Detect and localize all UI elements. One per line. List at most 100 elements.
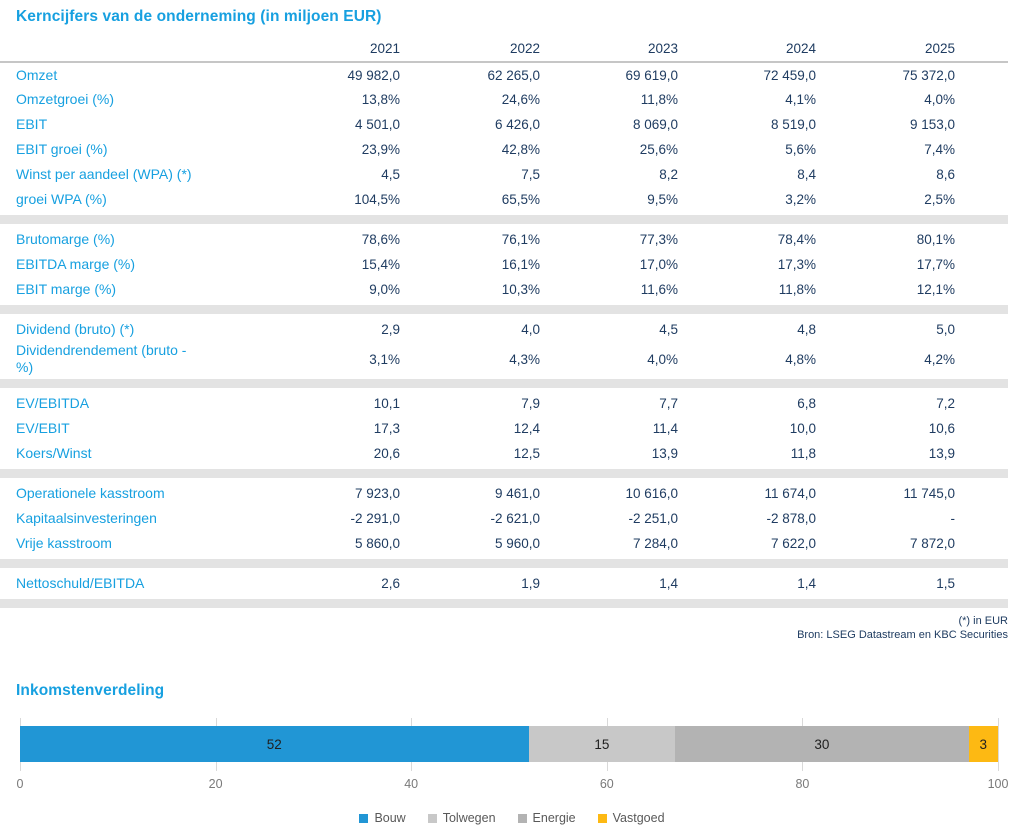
row-value: 20,6 <box>373 446 400 461</box>
row-label: groei WPA (%) <box>16 191 107 207</box>
row-label: Koers/Winst <box>16 445 92 461</box>
row-value: 7,4% <box>924 142 955 157</box>
row-value: 75 372,0 <box>902 67 955 83</box>
row-value: 11,8% <box>778 282 816 297</box>
row-spacer <box>955 317 1008 342</box>
row-value: 17,0% <box>639 257 678 272</box>
footnotes: (*) in EUR Bron: LSEG Datastream en KBC … <box>0 614 1008 642</box>
row-value: 7,2 <box>936 396 955 411</box>
row-label: EBIT <box>16 116 48 132</box>
bar-segment-value: 30 <box>814 736 830 752</box>
section-separator-cell <box>0 466 1008 481</box>
row-value: 10,6 <box>928 421 955 436</box>
row-value: 1,5 <box>936 576 955 591</box>
row-value: 15,4% <box>361 257 400 272</box>
row-value: 11 674,0 <box>764 486 816 501</box>
year-header: 2025 <box>816 38 955 63</box>
row-value: 3,1% <box>369 351 400 367</box>
row-value: 13,9 <box>651 446 678 461</box>
table-row: Winst per aandeel (WPA) (*) 4,5 7,5 8,2 8,4 8… <box>0 162 1008 187</box>
row-value: 4,2% <box>924 351 955 367</box>
separator-band <box>0 599 1008 608</box>
row-label: Operationele kasstroom <box>16 485 165 501</box>
row-value: 11,4 <box>652 421 678 436</box>
table-body: Omzet 49 982,0 62 265,0 69 619,0 72 459,0 75 … <box>0 62 1008 611</box>
year-header: 2021 <box>261 38 400 63</box>
row-spacer <box>955 416 1008 441</box>
row-value: 10,0 <box>789 421 816 436</box>
row-spacer <box>955 137 1008 162</box>
year-header-row: 2021 2022 2023 2024 2025 <box>0 38 1008 63</box>
row-value: 65,5% <box>501 192 540 207</box>
row-label: Dividendrendement (bruto - %) <box>16 342 187 375</box>
row-value: -2 251,0 <box>628 511 678 526</box>
row-value: 78,4% <box>777 232 816 247</box>
x-tick-label: 80 <box>795 777 810 791</box>
table-row: Dividend (bruto) (*) 2,9 4,0 4,5 4,8 5,0 <box>0 317 1008 342</box>
table-row: EV/EBIT 17,3 12,4 11,4 10,0 10,6 <box>0 416 1008 441</box>
row-spacer <box>955 162 1008 187</box>
footnote-source: Bron: LSEG Datastream en KBC Securities <box>797 629 1008 641</box>
table-row: EBIT 4 501,0 6 426,0 8 069,0 8 519,0 9 153,0 <box>0 112 1008 137</box>
row-value: -2 621,0 <box>490 511 540 526</box>
row-value: 5 960,0 <box>494 536 540 551</box>
income-distribution-chart: 52 15 30 3 0 20 40 60 80 100 Bouw Tolwegen Energie… <box>0 718 1024 825</box>
row-value: 7 622,0 <box>770 536 816 551</box>
row-value: 49 982,0 <box>347 67 400 83</box>
row-value: 4,0% <box>924 92 955 107</box>
row-label: Kapitaalsinvesteringen <box>16 510 157 526</box>
row-value: 6 426,0 <box>494 117 540 132</box>
row-value: 2,9 <box>381 322 400 337</box>
row-value: 1,4 <box>797 576 816 591</box>
row-value: 24,6% <box>501 92 540 107</box>
row-value: 4,5 <box>381 167 400 182</box>
row-value: 8 519,0 <box>770 117 816 132</box>
year-header: 2024 <box>678 38 816 63</box>
section-separator <box>0 466 1008 481</box>
row-value: 4 501,0 <box>354 117 400 132</box>
separator-band <box>0 559 1008 568</box>
row-spacer <box>955 187 1008 212</box>
separator-band <box>0 469 1008 478</box>
row-label: Vrije kasstroom <box>16 535 112 551</box>
row-value: 5,0 <box>936 322 955 337</box>
row-value: 80,1% <box>916 232 955 247</box>
row-value: 4,5 <box>659 322 678 337</box>
legend-item-vastgoed: Vastgoed <box>597 811 665 825</box>
bar-segment-value: 3 <box>979 736 988 752</box>
header-spacer <box>955 38 1008 63</box>
row-value: 4,0 <box>521 322 540 337</box>
bar-segment-tolwegen: 15 <box>528 726 676 762</box>
legend-item-bouw: Bouw <box>359 811 406 825</box>
row-value: 4,8 <box>797 322 816 337</box>
row-value: 12,5 <box>513 446 540 461</box>
row-spacer <box>955 531 1008 556</box>
x-axis: 0 20 40 60 80 100 <box>17 777 1009 794</box>
row-value: 4,8% <box>785 351 816 367</box>
section-separator <box>0 302 1008 317</box>
row-value: 12,1% <box>916 282 955 297</box>
section-separator-cell <box>0 556 1008 571</box>
row-value: -2 291,0 <box>350 511 400 526</box>
section-separator-cell <box>0 212 1008 227</box>
legend-swatch-icon <box>517 813 527 823</box>
row-label: Nettoschuld/EBITDA <box>16 575 145 591</box>
separator-band <box>0 215 1008 224</box>
row-spacer <box>955 441 1008 466</box>
row-value: 6,8 <box>797 396 816 411</box>
table-row: Dividendrendement (bruto - %) 3,1% 4,3% 4,0… <box>0 342 1008 376</box>
x-tick-label: 100 <box>987 777 1009 791</box>
legend-label: Energie <box>532 811 576 825</box>
row-label: EBITDA marge (%) <box>16 256 136 272</box>
row-spacer <box>955 506 1008 531</box>
section-separator <box>0 596 1008 611</box>
row-spacer <box>955 112 1008 137</box>
row-value: 104,5% <box>354 192 400 207</box>
row-value: 11,8 <box>790 446 816 461</box>
row-value: 7 923,0 <box>354 486 400 501</box>
row-label: Omzet <box>16 66 58 83</box>
row-value: 9,5% <box>647 192 678 207</box>
row-value: 23,9% <box>361 142 400 157</box>
table-row: Omzet 49 982,0 62 265,0 69 619,0 72 459,0 75 … <box>0 62 1008 87</box>
